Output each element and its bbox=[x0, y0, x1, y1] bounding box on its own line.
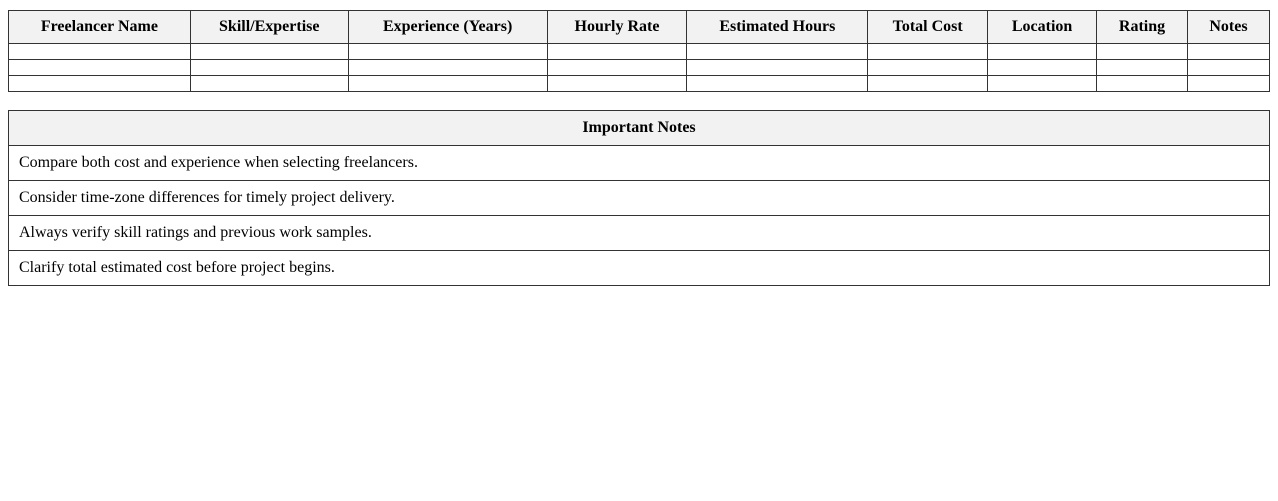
table-cell bbox=[347, 43, 548, 60]
table-cell bbox=[987, 75, 1098, 92]
note-cell: Always verify skill ratings and previous… bbox=[8, 215, 1270, 251]
table-cell bbox=[546, 43, 688, 60]
table-cell bbox=[1096, 43, 1188, 60]
table-cell bbox=[347, 59, 548, 76]
table-row bbox=[8, 43, 1271, 60]
table-row: Clarify total estimated cost before proj… bbox=[8, 250, 1270, 286]
table-cell bbox=[546, 75, 688, 92]
column-header-freelancer-name: Freelancer Name bbox=[8, 10, 191, 44]
table-cell bbox=[1186, 75, 1271, 92]
note-cell: Clarify total estimated cost before proj… bbox=[8, 250, 1270, 286]
table-cell bbox=[686, 59, 869, 76]
table-cell bbox=[1096, 59, 1188, 76]
table-cell bbox=[8, 75, 191, 92]
table-cell bbox=[1186, 43, 1271, 60]
table-cell bbox=[867, 75, 989, 92]
table-cell bbox=[686, 75, 869, 92]
column-header-estimated-hours: Estimated Hours bbox=[686, 10, 869, 44]
column-header-total-cost: Total Cost bbox=[867, 10, 989, 44]
notes-table-title: Important Notes bbox=[8, 110, 1270, 146]
page: { "colors": { "header_bg": "#f2f2f2", "b… bbox=[8, 10, 1271, 286]
table-row: Consider time-zone differences for timel… bbox=[8, 180, 1270, 216]
table-cell bbox=[347, 75, 548, 92]
column-header-experience-years: Experience (Years) bbox=[347, 10, 548, 44]
table-cell bbox=[8, 59, 191, 76]
table-row bbox=[8, 59, 1271, 76]
table-cell bbox=[987, 59, 1098, 76]
note-cell: Consider time-zone differences for timel… bbox=[8, 180, 1270, 216]
table-cell bbox=[189, 75, 349, 92]
freelancer-table-body bbox=[8, 43, 1271, 92]
note-cell: Compare both cost and experience when se… bbox=[8, 145, 1270, 181]
notes-table-header-row: Important Notes bbox=[8, 110, 1270, 146]
column-header-hourly-rate: Hourly Rate bbox=[546, 10, 688, 44]
table-cell bbox=[1096, 75, 1188, 92]
table-row: Compare both cost and experience when se… bbox=[8, 145, 1270, 181]
notes-table-body: Compare both cost and experience when se… bbox=[8, 145, 1270, 286]
table-cell bbox=[1186, 59, 1271, 76]
table-cell bbox=[8, 43, 191, 60]
table-cell bbox=[987, 43, 1098, 60]
table-row: Always verify skill ratings and previous… bbox=[8, 215, 1270, 251]
freelancer-table-header-row: Freelancer Name Skill/Expertise Experien… bbox=[8, 10, 1271, 44]
table-cell bbox=[189, 43, 349, 60]
table-cell bbox=[189, 59, 349, 76]
table-cell bbox=[686, 43, 869, 60]
table-cell bbox=[867, 59, 989, 76]
table-cell bbox=[867, 43, 989, 60]
column-header-rating: Rating bbox=[1096, 10, 1188, 44]
table-cell bbox=[546, 59, 688, 76]
column-header-notes: Notes bbox=[1186, 10, 1271, 44]
notes-table: Important Notes Compare both cost and ex… bbox=[8, 110, 1270, 286]
freelancer-table: Freelancer Name Skill/Expertise Experien… bbox=[8, 10, 1271, 92]
column-header-location: Location bbox=[987, 10, 1098, 44]
column-header-skill-expertise: Skill/Expertise bbox=[189, 10, 349, 44]
table-row bbox=[8, 75, 1271, 92]
